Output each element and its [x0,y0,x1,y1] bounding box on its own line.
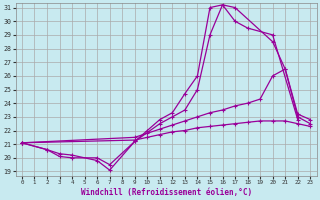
X-axis label: Windchill (Refroidissement éolien,°C): Windchill (Refroidissement éolien,°C) [81,188,252,197]
